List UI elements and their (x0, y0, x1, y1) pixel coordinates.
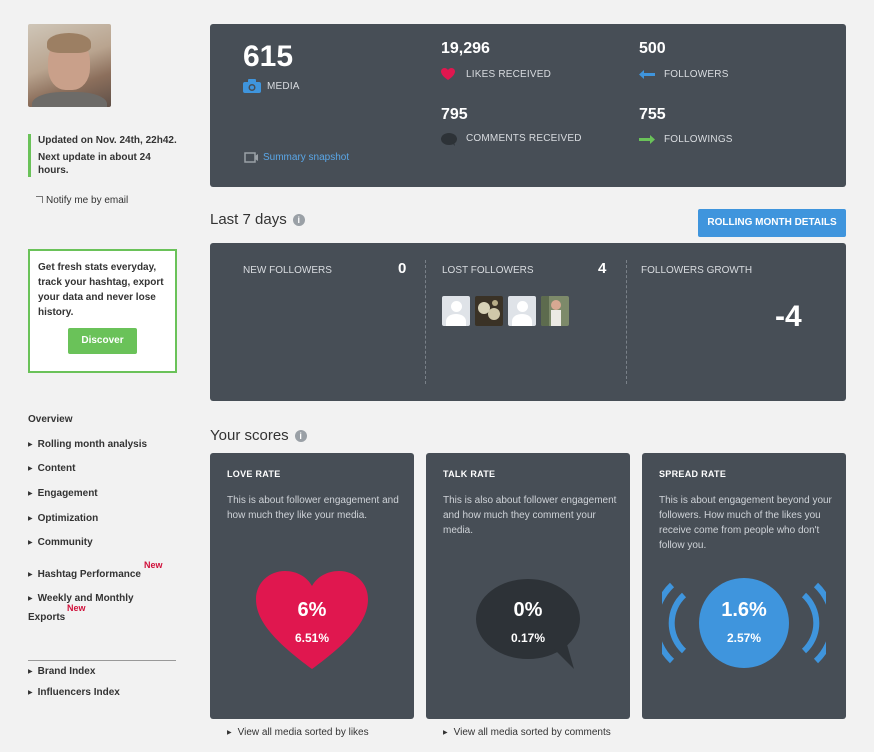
discover-button[interactable]: Discover (68, 328, 137, 354)
talk-rate-title: TALK RATE (443, 469, 496, 479)
comments-label: COMMENTS RECEIVED (466, 133, 582, 144)
nav-brand-index[interactable]: ▶ Brand Index (28, 666, 96, 677)
new-badge-hashtag: New (144, 560, 163, 570)
spread-rate-card: SPREAD RATE This is about engagement bey… (642, 453, 846, 719)
weekly-followers-panel: NEW FOLLOWERS 0 LOST FOLLOWERS 4 FOLLOWE… (210, 243, 846, 401)
divider (626, 260, 627, 384)
talk-rate-secondary: 0.17% (510, 631, 546, 645)
followers-count: 500 (639, 40, 666, 57)
followers-growth-value: -4 (775, 300, 802, 333)
heart-icon (441, 68, 455, 80)
arrow-left-icon (639, 70, 655, 79)
nav-content[interactable]: ▶ Content (28, 463, 76, 474)
camera-icon (243, 79, 261, 93)
comments-count: 795 (441, 106, 468, 123)
talk-rate-card: TALK RATE This is also about follower en… (426, 453, 630, 719)
love-rate-card: LOVE RATE This is about follower engagem… (210, 453, 414, 719)
your-scores-title: Your scores i (210, 427, 307, 444)
info-icon[interactable]: i (292, 214, 305, 226)
love-rate-secondary: 6.51% (294, 631, 330, 645)
spread-rate-description: This is about engagement beyond your fol… (659, 495, 832, 551)
snapshot-icon (244, 152, 258, 163)
nav-divider (28, 660, 176, 661)
nav-influencers-index[interactable]: ▶ Influencers Index (28, 687, 120, 698)
love-rate-title: LOVE RATE (227, 469, 281, 479)
love-rate-value: 6% (297, 599, 327, 621)
media-label: MEDIA (267, 81, 300, 92)
lost-follower-avatar[interactable] (541, 296, 569, 326)
comment-icon (441, 133, 457, 146)
view-media-by-likes-link[interactable]: ▶ View all media sorted by likes (227, 727, 369, 738)
rolling-month-details-button[interactable]: ROLLING MONTH DETAILS (698, 209, 846, 237)
upgrade-promo: Get fresh stats everyday, track your has… (28, 249, 177, 373)
likes-count: 19,296 (441, 40, 490, 57)
notify-email-toggle[interactable]: Notify me by email (36, 195, 128, 206)
lost-follower-avatar[interactable] (508, 296, 536, 326)
broadcast-icon (662, 578, 826, 668)
followers-label: FOLLOWERS (664, 69, 729, 80)
nav-community[interactable]: ▶ Community (28, 537, 93, 548)
likes-label: LIKES RECEIVED (466, 69, 552, 80)
new-badge-exports: New (67, 603, 86, 613)
profile-avatar[interactable] (28, 24, 111, 107)
followers-growth-label: FOLLOWERS GROWTH (641, 265, 753, 276)
spread-rate-value: 1.6% (721, 599, 767, 621)
media-count: 615 (243, 40, 294, 73)
talk-rate-description: This is also about follower engagement a… (443, 495, 617, 536)
talk-rate-value: 0% (513, 599, 543, 621)
next-update: Next update in about 24 hours. (38, 152, 151, 176)
speech-bubble-icon (476, 579, 580, 669)
divider (425, 260, 426, 384)
new-followers-count: 0 (398, 260, 407, 277)
summary-snapshot-link[interactable]: Summary snapshot (263, 152, 350, 163)
nav-hashtag-performance[interactable]: ▶ Hashtag Performance (28, 569, 141, 580)
nav-exports[interactable]: Exports (28, 612, 66, 623)
view-media-by-comments-link[interactable]: ▶ View all media sorted by comments (443, 727, 611, 738)
last-7-days-title: Last 7 days i (210, 211, 305, 228)
update-date: Updated on Nov. 24th, 22h42. (38, 135, 177, 146)
arrow-right-icon (639, 135, 655, 144)
followings-label: FOLLOWINGS (664, 134, 733, 145)
checkbox-icon[interactable] (36, 196, 43, 203)
lost-followers-count: 4 (598, 260, 607, 277)
lost-follower-avatar[interactable] (475, 296, 503, 326)
spread-rate-title: SPREAD RATE (659, 469, 727, 479)
nav-rolling-month[interactable]: ▶ Rolling month analysis (28, 439, 148, 450)
nav-optimization[interactable]: ▶ Optimization (28, 513, 99, 524)
notify-label: Notify me by email (46, 195, 129, 206)
love-rate-description: This is about follower engagement and ho… (227, 495, 399, 521)
info-icon[interactable]: i (294, 430, 307, 442)
lost-followers-label: LOST FOLLOWERS (442, 265, 534, 276)
heart-shape-icon (256, 571, 368, 669)
update-status: Updated on Nov. 24th, 22h42. Next update… (28, 134, 178, 177)
account-stats-panel: 615 MEDIA 19,296 LIKES RECEIVED 795 COMM… (210, 24, 846, 187)
followings-count: 755 (639, 106, 666, 123)
new-followers-label: NEW FOLLOWERS (243, 265, 332, 276)
spread-rate-secondary: 2.57% (726, 631, 762, 645)
promo-text: Get fresh stats everyday, track your has… (38, 262, 164, 318)
nav-weekly-monthly[interactable]: ▶ Weekly and Monthly (28, 593, 134, 604)
nav-engagement[interactable]: ▶ Engagement (28, 488, 98, 499)
nav-overview[interactable]: Overview (28, 414, 73, 425)
lost-follower-avatar[interactable] (442, 296, 470, 326)
